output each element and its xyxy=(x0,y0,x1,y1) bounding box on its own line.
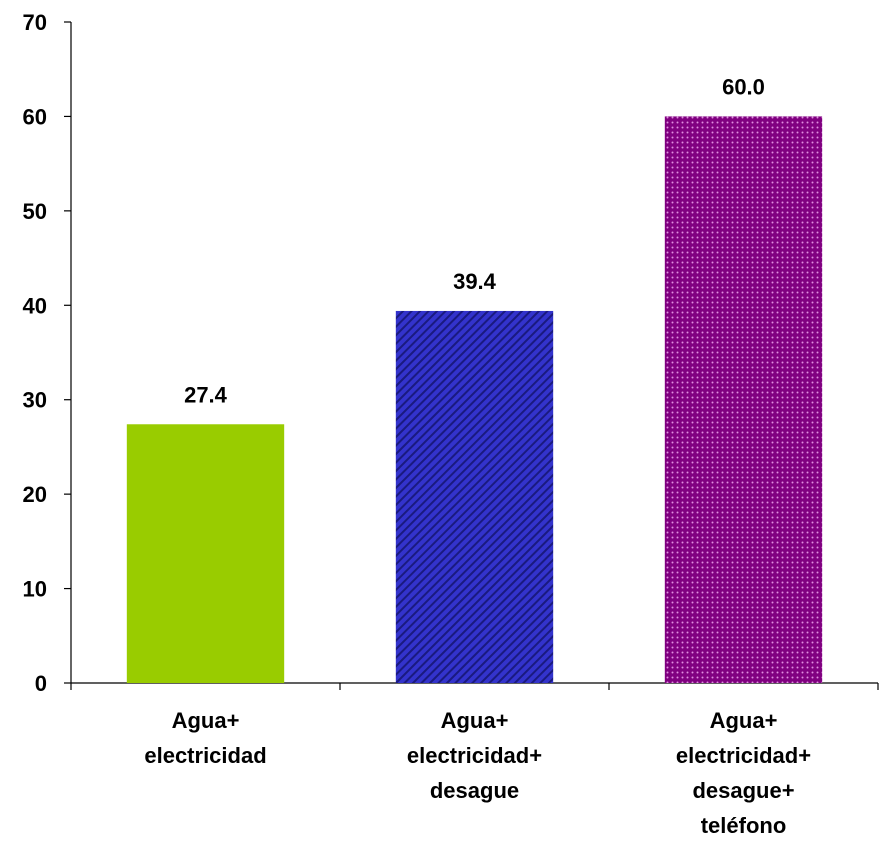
y-tick-label: 70 xyxy=(23,10,47,35)
y-axis: 0 10 20 30 40 50 60 70 xyxy=(23,10,72,696)
y-tick-label: 50 xyxy=(23,199,47,224)
category-label-3-line-2: electricidad+ xyxy=(676,743,811,768)
category-label-3-line-4: teléfono xyxy=(701,813,787,838)
category-label-3-line-1: Agua+ xyxy=(710,708,778,733)
y-tick-label: 20 xyxy=(23,482,47,507)
bar-1 xyxy=(126,424,285,683)
y-tick-label: 0 xyxy=(35,671,47,696)
y-tick-label: 10 xyxy=(23,577,47,602)
category-label-2-line-3: desague xyxy=(430,778,519,803)
y-tick-label: 40 xyxy=(23,293,47,318)
y-tick-label: 30 xyxy=(23,388,47,413)
data-label-2: 39.4 xyxy=(453,269,497,294)
bar-3 xyxy=(664,116,823,683)
data-label-3: 60.0 xyxy=(722,74,765,99)
bar-2 xyxy=(395,310,554,683)
category-label-1-line-2: electricidad xyxy=(144,743,266,768)
category-label-1-line-1: Agua+ xyxy=(172,708,240,733)
data-labels: 27.4 39.4 60.0 xyxy=(184,74,765,407)
category-label-3-line-3: desague+ xyxy=(692,778,794,803)
data-label-1: 27.4 xyxy=(184,382,228,407)
x-axis xyxy=(70,682,879,690)
category-labels: Agua+ electricidad Agua+ electricidad+ desag… xyxy=(144,708,811,838)
category-label-2-line-2: electricidad+ xyxy=(407,743,542,768)
bars xyxy=(126,116,823,683)
category-label-2-line-1: Agua+ xyxy=(441,708,509,733)
y-tick-label: 60 xyxy=(23,104,47,129)
